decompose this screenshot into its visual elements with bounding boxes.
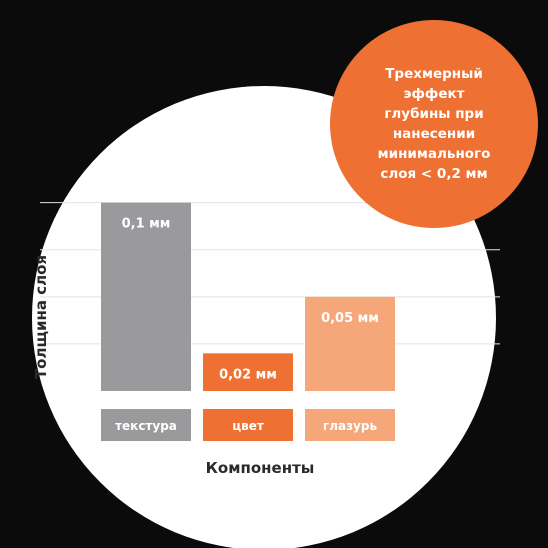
bar-1	[203, 353, 293, 391]
category-label: цвет	[232, 419, 264, 433]
y-axis-label: Толщина слоя	[32, 255, 50, 379]
category-tile-0	[101, 409, 191, 441]
category-label: глазурь	[323, 419, 378, 433]
category-tile-1	[203, 409, 293, 441]
depth-effect-callout: Трехмерный эффект глубины при нанесении …	[330, 20, 538, 228]
bar-value-label: 0,1 мм	[122, 217, 171, 232]
category-label: текстура	[115, 419, 177, 433]
callout-text: Трехмерный эффект глубины при нанесении …	[377, 66, 491, 182]
x-axis-label: Компоненты	[206, 459, 315, 477]
bar-value-label: 0,02 мм	[219, 367, 277, 382]
bar-value-label: 0,05 мм	[321, 311, 379, 326]
bars	[101, 202, 395, 391]
bar-2	[305, 296, 395, 391]
category-labels: текстура цвет глазурь	[101, 409, 395, 441]
category-tile-2	[305, 409, 395, 441]
bar-0	[101, 202, 191, 391]
value-labels: 0,1 мм 0,02 мм 0,05 мм	[122, 217, 379, 383]
